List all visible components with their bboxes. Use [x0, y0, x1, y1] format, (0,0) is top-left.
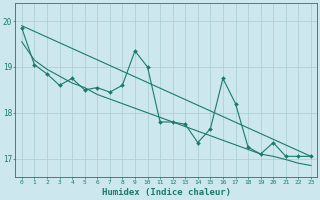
- X-axis label: Humidex (Indice chaleur): Humidex (Indice chaleur): [102, 188, 231, 197]
